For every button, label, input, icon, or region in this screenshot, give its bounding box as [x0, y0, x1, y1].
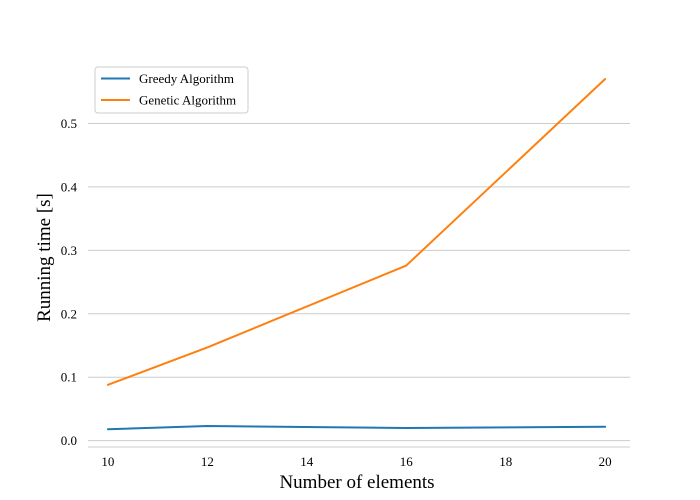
y-tick-label: 0.5: [61, 116, 77, 131]
x-tick-label: 10: [101, 454, 114, 469]
y-tick-label: 0.3: [61, 243, 77, 258]
y-tick-label: 0.2: [61, 306, 77, 321]
gridlines: [88, 122, 630, 442]
series-line-genetic: [106, 78, 607, 386]
x-tick-label: 18: [499, 454, 512, 469]
x-tick-label: 20: [599, 454, 612, 469]
plot-series: [106, 78, 607, 431]
x-axis-title: Number of elements: [279, 472, 434, 493]
x-tick-label: 14: [300, 454, 314, 469]
legend-label-genetic: Genetic Algorithm: [139, 93, 236, 108]
y-axis-ticks: 0.0 0.1 0.2 0.3 0.4 0.5: [61, 116, 78, 448]
x-axis-ticks: 10 12 14 16 18 20: [101, 454, 611, 469]
series-line-greedy: [106, 425, 607, 431]
x-tick-label: 16: [400, 454, 414, 469]
y-tick-label: 0.0: [61, 433, 77, 448]
y-tick-label: 0.1: [61, 370, 77, 385]
legend-frame: [94, 66, 249, 114]
legend-label-greedy: Greedy Algorithm: [139, 71, 234, 86]
legend: Greedy Algorithm Genetic Algorithm: [94, 66, 249, 114]
y-axis-title: Running time [s]: [34, 193, 55, 322]
x-tick-label: 12: [201, 454, 214, 469]
y-tick-label: 0.4: [61, 179, 78, 194]
